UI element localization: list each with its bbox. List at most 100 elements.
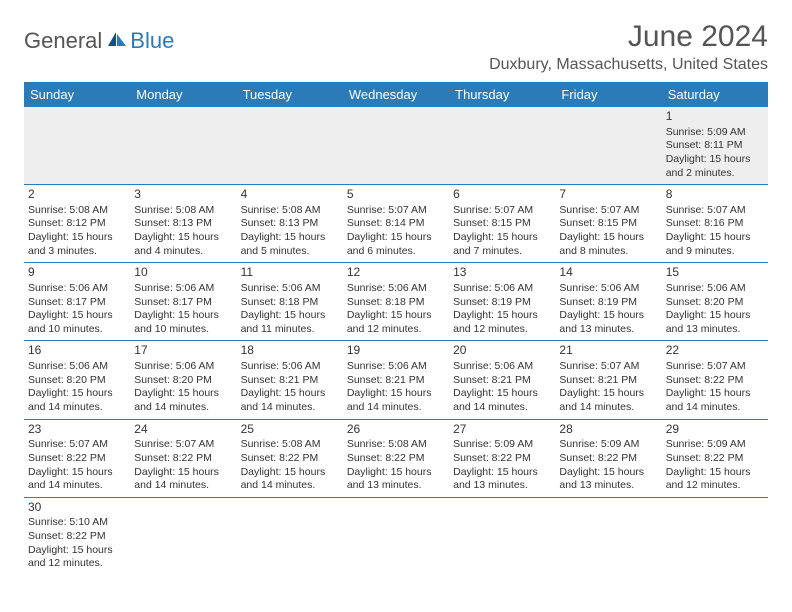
day-number: 30: [28, 500, 126, 516]
day-header-row: Sunday Monday Tuesday Wednesday Thursday…: [24, 82, 768, 107]
day-cell: [130, 498, 236, 575]
daylight-text: Daylight: 15 hours and 14 minutes.: [453, 387, 551, 414]
sunrise-text: Sunrise: 5:09 AM: [666, 438, 764, 452]
day-number: 16: [28, 343, 126, 359]
sunrise-text: Sunrise: 5:06 AM: [559, 282, 657, 296]
day-cell: 26Sunrise: 5:08 AMSunset: 8:22 PMDayligh…: [343, 420, 449, 498]
daylight-text: Daylight: 15 hours and 14 minutes.: [28, 387, 126, 414]
day-number: 15: [666, 265, 764, 281]
day-cell: 27Sunrise: 5:09 AMSunset: 8:22 PMDayligh…: [449, 420, 555, 498]
daylight-text: Daylight: 15 hours and 12 minutes.: [453, 309, 551, 336]
daylight-text: Daylight: 15 hours and 11 minutes.: [241, 309, 339, 336]
day-cell: 6Sunrise: 5:07 AMSunset: 8:15 PMDaylight…: [449, 185, 555, 263]
day-number: 11: [241, 265, 339, 281]
sunrise-text: Sunrise: 5:07 AM: [347, 204, 445, 218]
sunset-text: Sunset: 8:16 PM: [666, 217, 764, 231]
day-cell: [449, 498, 555, 575]
day-cell: 19Sunrise: 5:06 AMSunset: 8:21 PMDayligh…: [343, 341, 449, 419]
sunrise-text: Sunrise: 5:06 AM: [241, 282, 339, 296]
day-cell: 10Sunrise: 5:06 AMSunset: 8:17 PMDayligh…: [130, 263, 236, 341]
day-cell: 11Sunrise: 5:06 AMSunset: 8:18 PMDayligh…: [237, 263, 343, 341]
daylight-text: Daylight: 15 hours and 13 minutes.: [559, 466, 657, 493]
sunset-text: Sunset: 8:22 PM: [559, 452, 657, 466]
day-number: 3: [134, 187, 232, 203]
day-cell: 17Sunrise: 5:06 AMSunset: 8:20 PMDayligh…: [130, 341, 236, 419]
day-number: 18: [241, 343, 339, 359]
day-number: 25: [241, 422, 339, 438]
sunset-text: Sunset: 8:11 PM: [666, 139, 764, 153]
day-cell: 2Sunrise: 5:08 AMSunset: 8:12 PMDaylight…: [24, 185, 130, 263]
day-header-friday: Friday: [555, 82, 661, 107]
sunset-text: Sunset: 8:18 PM: [241, 296, 339, 310]
logo-sail-icon: [106, 30, 128, 53]
sunset-text: Sunset: 8:22 PM: [134, 452, 232, 466]
day-cell: 28Sunrise: 5:09 AMSunset: 8:22 PMDayligh…: [555, 420, 661, 498]
daylight-text: Daylight: 15 hours and 14 minutes.: [241, 387, 339, 414]
day-number: 6: [453, 187, 551, 203]
day-header-monday: Monday: [130, 82, 236, 107]
day-cell: 14Sunrise: 5:06 AMSunset: 8:19 PMDayligh…: [555, 263, 661, 341]
day-cell: 29Sunrise: 5:09 AMSunset: 8:22 PMDayligh…: [662, 420, 768, 498]
daylight-text: Daylight: 15 hours and 14 minutes.: [134, 387, 232, 414]
day-cell: [555, 107, 661, 185]
daylight-text: Daylight: 15 hours and 10 minutes.: [28, 309, 126, 336]
sunrise-text: Sunrise: 5:07 AM: [28, 438, 126, 452]
day-cell: 1Sunrise: 5:09 AMSunset: 8:11 PMDaylight…: [662, 107, 768, 185]
daylight-text: Daylight: 15 hours and 13 minutes.: [453, 466, 551, 493]
day-cell: [449, 107, 555, 185]
day-cell: 18Sunrise: 5:06 AMSunset: 8:21 PMDayligh…: [237, 341, 343, 419]
day-number: 20: [453, 343, 551, 359]
daylight-text: Daylight: 15 hours and 12 minutes.: [28, 544, 126, 571]
sunset-text: Sunset: 8:18 PM: [347, 296, 445, 310]
logo-text-left: General: [24, 28, 102, 54]
sunset-text: Sunset: 8:19 PM: [559, 296, 657, 310]
daylight-text: Daylight: 15 hours and 12 minutes.: [347, 309, 445, 336]
sunset-text: Sunset: 8:22 PM: [666, 374, 764, 388]
day-cell: 25Sunrise: 5:08 AMSunset: 8:22 PMDayligh…: [237, 420, 343, 498]
day-number: 22: [666, 343, 764, 359]
day-number: 10: [134, 265, 232, 281]
daylight-text: Daylight: 15 hours and 2 minutes.: [666, 153, 764, 180]
day-cell: 8Sunrise: 5:07 AMSunset: 8:16 PMDaylight…: [662, 185, 768, 263]
sunrise-text: Sunrise: 5:07 AM: [666, 204, 764, 218]
sunrise-text: Sunrise: 5:06 AM: [666, 282, 764, 296]
sunset-text: Sunset: 8:21 PM: [559, 374, 657, 388]
sunset-text: Sunset: 8:22 PM: [453, 452, 551, 466]
daylight-text: Daylight: 15 hours and 10 minutes.: [134, 309, 232, 336]
daylight-text: Daylight: 15 hours and 9 minutes.: [666, 231, 764, 258]
day-number: 8: [666, 187, 764, 203]
daylight-text: Daylight: 15 hours and 14 minutes.: [666, 387, 764, 414]
day-number: 28: [559, 422, 657, 438]
sunrise-text: Sunrise: 5:06 AM: [453, 360, 551, 374]
sunset-text: Sunset: 8:15 PM: [453, 217, 551, 231]
day-number: 4: [241, 187, 339, 203]
logo-text-right: Blue: [130, 28, 174, 54]
week-row: 23Sunrise: 5:07 AMSunset: 8:22 PMDayligh…: [24, 420, 768, 498]
day-number: 12: [347, 265, 445, 281]
day-cell: 7Sunrise: 5:07 AMSunset: 8:15 PMDaylight…: [555, 185, 661, 263]
sunset-text: Sunset: 8:13 PM: [134, 217, 232, 231]
sunrise-text: Sunrise: 5:06 AM: [453, 282, 551, 296]
daylight-text: Daylight: 15 hours and 7 minutes.: [453, 231, 551, 258]
daylight-text: Daylight: 15 hours and 14 minutes.: [134, 466, 232, 493]
week-row: 1Sunrise: 5:09 AMSunset: 8:11 PMDaylight…: [24, 107, 768, 185]
day-cell: 13Sunrise: 5:06 AMSunset: 8:19 PMDayligh…: [449, 263, 555, 341]
header: General Blue June 2024 Duxbury, Massachu…: [24, 20, 768, 74]
sunrise-text: Sunrise: 5:06 AM: [134, 282, 232, 296]
daylight-text: Daylight: 15 hours and 13 minutes.: [347, 466, 445, 493]
day-cell: 3Sunrise: 5:08 AMSunset: 8:13 PMDaylight…: [130, 185, 236, 263]
sunset-text: Sunset: 8:17 PM: [28, 296, 126, 310]
day-cell: 12Sunrise: 5:06 AMSunset: 8:18 PMDayligh…: [343, 263, 449, 341]
daylight-text: Daylight: 15 hours and 3 minutes.: [28, 231, 126, 258]
day-cell: 9Sunrise: 5:06 AMSunset: 8:17 PMDaylight…: [24, 263, 130, 341]
day-cell: [130, 107, 236, 185]
sunrise-text: Sunrise: 5:10 AM: [28, 516, 126, 530]
sunset-text: Sunset: 8:22 PM: [241, 452, 339, 466]
day-cell: 21Sunrise: 5:07 AMSunset: 8:21 PMDayligh…: [555, 341, 661, 419]
day-number: 27: [453, 422, 551, 438]
sunset-text: Sunset: 8:21 PM: [453, 374, 551, 388]
sunset-text: Sunset: 8:14 PM: [347, 217, 445, 231]
sunset-text: Sunset: 8:15 PM: [559, 217, 657, 231]
sunset-text: Sunset: 8:17 PM: [134, 296, 232, 310]
sunset-text: Sunset: 8:19 PM: [453, 296, 551, 310]
